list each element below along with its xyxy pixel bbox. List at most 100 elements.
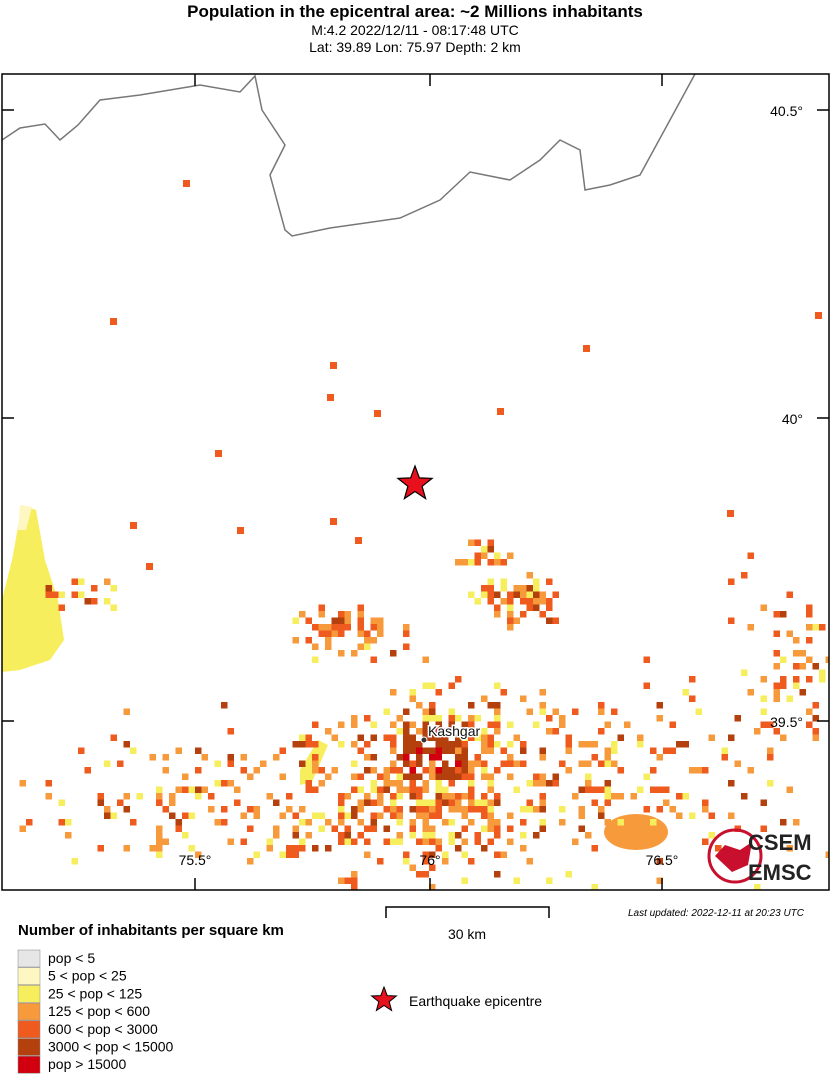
pop-pixel (644, 657, 651, 664)
pop-pixel (468, 761, 475, 768)
pop-pixel (111, 735, 118, 742)
pop-pixel (137, 793, 144, 800)
pop-pixel (390, 735, 397, 742)
pop-pixel (325, 819, 332, 826)
pop-pixel (397, 715, 404, 722)
pop-pixel (338, 839, 345, 846)
pop-pixel (533, 774, 540, 781)
pop-pixel (780, 676, 787, 683)
pop-pixel (455, 676, 462, 683)
pop-pixel (455, 845, 462, 852)
pop-pixel (540, 806, 547, 813)
pop-pixel (449, 715, 456, 722)
pop-pixel (579, 813, 586, 820)
pop-pixel (507, 553, 514, 560)
pop-pixel (583, 345, 590, 352)
pop-pixel (195, 767, 202, 774)
pop-pixel (585, 780, 592, 787)
pop-pixel (215, 450, 222, 457)
pop-pixel (572, 709, 579, 716)
pop-pixel (728, 813, 735, 820)
pop-pixel (410, 780, 417, 787)
pop-pixel (312, 741, 319, 748)
pop-pixel (475, 598, 482, 605)
pop-pixel (449, 839, 456, 846)
pop-pixel (566, 741, 573, 748)
pop-pixel (397, 787, 404, 794)
pop-pixel (813, 735, 820, 742)
pop-pixel (312, 754, 319, 761)
pop-pixel (540, 598, 547, 605)
pop-pixel (494, 826, 501, 833)
pop-pixel (345, 826, 352, 833)
pop-pixel (156, 832, 163, 839)
lat-label: 40° (782, 411, 803, 427)
pop-pixel (761, 605, 768, 612)
pop-pixel (540, 800, 547, 807)
pop-pixel (455, 748, 462, 755)
pop-pixel (319, 780, 326, 787)
pop-pixel (774, 689, 781, 696)
pop-pixel (436, 806, 443, 813)
pop-pixel (358, 624, 365, 631)
pop-pixel (358, 605, 365, 612)
pop-pixel (423, 832, 430, 839)
pop-pixel (494, 683, 501, 690)
pop-pixel (501, 761, 508, 768)
pop-pixel (806, 709, 813, 716)
pop-pixel (774, 650, 781, 657)
pop-pixel (468, 806, 475, 813)
pop-pixel (410, 826, 417, 833)
pop-pixel (377, 793, 384, 800)
pop-pixel (104, 598, 111, 605)
pop-pixel (403, 774, 410, 781)
pop-pixel (657, 806, 664, 813)
pop-pixel (455, 559, 462, 566)
pop-pixel (85, 767, 92, 774)
pop-pixel (748, 767, 755, 774)
pop-pixel (429, 767, 436, 774)
pop-pixel (501, 689, 508, 696)
pop-pixel (423, 826, 430, 833)
pop-pixel (748, 624, 755, 631)
pop-pixel (267, 839, 274, 846)
pop-pixel (702, 806, 709, 813)
pop-pixel (579, 787, 586, 794)
pop-pixel (299, 735, 306, 742)
pop-pixel (384, 826, 391, 833)
pop-pixel (215, 761, 222, 768)
pop-pixel (293, 813, 300, 820)
pop-pixel (735, 715, 742, 722)
pop-pixel (481, 553, 488, 560)
pop-pixel (410, 689, 417, 696)
pop-pixel (488, 540, 495, 547)
pop-pixel (169, 813, 176, 820)
pop-pixel (338, 650, 345, 657)
pop-pixel (111, 813, 118, 820)
pop-pixel (371, 813, 378, 820)
pop-pixel (670, 722, 677, 729)
pop-pixel (410, 696, 417, 703)
pop-pixel (689, 813, 696, 820)
pop-pixel (592, 845, 599, 852)
pop-pixel (494, 728, 501, 735)
pop-pixel (423, 709, 430, 716)
pop-pixel (481, 845, 488, 852)
pop-pixel (299, 761, 306, 768)
pop-pixel (390, 813, 397, 820)
pop-pixel (124, 845, 131, 852)
pop-pixel (507, 624, 514, 631)
pop-pixel (533, 806, 540, 813)
pop-pixel (273, 832, 280, 839)
pop-pixel (338, 611, 345, 618)
pop-pixel (494, 553, 501, 560)
pop-pixel (611, 741, 618, 748)
pop-pixel (390, 689, 397, 696)
pop-pixel (416, 871, 423, 878)
pop-pixel (819, 670, 826, 677)
pop-pixel (104, 813, 111, 820)
pop-pixel (488, 735, 495, 742)
pop-pixel (202, 754, 209, 761)
subtitle: Lat: 39.89 Lon: 75.97 Depth: 2 km (309, 39, 521, 55)
legend-label: 25 < pop < 125 (48, 985, 142, 1001)
